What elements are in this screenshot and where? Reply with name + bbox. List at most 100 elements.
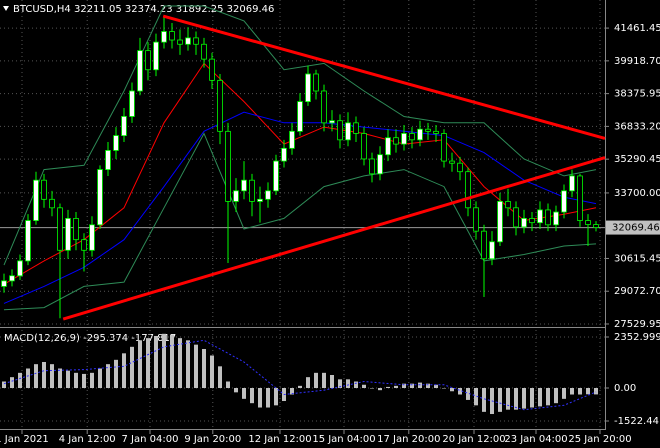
- y-tick-label: 0.00: [614, 383, 636, 394]
- y-tick-label: 38375.95: [614, 89, 660, 100]
- macd-bar: [458, 388, 462, 395]
- candle-body: [337, 120, 343, 141]
- macd-bar: [434, 384, 438, 389]
- candle-body: [345, 122, 351, 141]
- macd-bar: [90, 372, 94, 389]
- candle-body: [273, 160, 279, 192]
- candle-body: [401, 133, 407, 145]
- macd-bar: [146, 338, 150, 389]
- macd-bar: [218, 366, 222, 389]
- macd-bar: [18, 372, 22, 389]
- y-tick-label: 33700.00: [614, 188, 660, 199]
- macd-bar: [402, 383, 406, 389]
- macd-bar: [482, 388, 486, 412]
- candle-body: [201, 43, 207, 60]
- macd-bar: [50, 364, 54, 389]
- candle-body: [217, 79, 223, 132]
- macd-bar: [242, 388, 246, 399]
- candle-body: [17, 260, 23, 277]
- candle-body: [361, 133, 367, 160]
- macd-bar: [66, 370, 70, 389]
- candle-body: [561, 190, 567, 213]
- candle-body: [1, 280, 7, 287]
- macd-bar: [538, 388, 542, 407]
- candle-body: [433, 130, 439, 134]
- macd-bar: [122, 353, 126, 389]
- candle-body: [257, 198, 263, 202]
- macd-bar: [74, 372, 78, 389]
- candle-body: [553, 211, 559, 226]
- indicator-line: [3, 62, 597, 285]
- candle-body: [33, 179, 39, 221]
- macd-bar: [226, 381, 230, 389]
- candle-body: [49, 198, 55, 209]
- candle-body: [65, 218, 71, 251]
- macd-bar: [410, 383, 414, 389]
- macd-bar: [234, 388, 238, 393]
- macd-bar: [442, 388, 446, 389]
- chart-title: BTCUSD,H4 32211.05 32374.23 31892.25 320…: [13, 4, 274, 15]
- x-tick-label: 23 Jan 04:00: [504, 434, 567, 445]
- candle-body: [313, 73, 319, 92]
- macd-bar: [578, 388, 582, 395]
- x-tick-label: 1 Jan 2021: [0, 434, 49, 445]
- y-tick-label: 27529.95: [614, 319, 660, 330]
- candle-body: [57, 207, 63, 251]
- macd-bar: [426, 383, 430, 389]
- macd-bar: [314, 372, 318, 389]
- macd-bar: [162, 333, 166, 389]
- bid-label: 32069.46: [612, 223, 660, 234]
- candle-body: [393, 137, 399, 145]
- macd-bar: [306, 377, 310, 389]
- candle-body: [193, 37, 199, 45]
- macd-bar: [354, 381, 358, 389]
- candle-body: [593, 224, 599, 228]
- y-tick-label: 35290.45: [614, 154, 660, 165]
- candle-body: [473, 207, 479, 232]
- x-tick-label: 12 Jan 12:00: [248, 434, 311, 445]
- macd-bar: [378, 388, 382, 391]
- macd-bar: [194, 344, 198, 389]
- macd-bar: [466, 388, 470, 400]
- candle-body: [177, 39, 183, 45]
- candle-body: [513, 207, 519, 228]
- macd-bar: [114, 359, 118, 389]
- candle-body: [521, 218, 527, 228]
- macd-bar: [506, 388, 510, 410]
- candle-body: [145, 50, 151, 71]
- macd-bar: [338, 379, 342, 389]
- candle-body: [409, 133, 415, 141]
- candle-body: [385, 137, 391, 156]
- candle-body: [449, 160, 455, 164]
- candle-body: [529, 218, 535, 224]
- macd-bar: [346, 379, 350, 389]
- macd-bar: [266, 388, 270, 408]
- indicator-line: [3, 132, 597, 311]
- macd-bar: [498, 388, 502, 412]
- macd-bar: [202, 348, 206, 389]
- macd-bar: [386, 386, 390, 389]
- candle-body: [89, 224, 95, 251]
- candle-body: [577, 175, 583, 221]
- macd-bar: [42, 361, 46, 389]
- candle-body: [537, 209, 543, 224]
- candle-body: [81, 239, 87, 251]
- macd-bar: [362, 384, 366, 389]
- candle-body: [489, 241, 495, 260]
- macd-bar: [298, 385, 302, 389]
- macd-bar: [546, 388, 550, 406]
- y-tick-label: 29072.70: [614, 286, 660, 297]
- candle-body: [297, 101, 303, 132]
- macd-bar: [250, 388, 254, 404]
- candle-body: [241, 179, 247, 192]
- candle-body: [545, 209, 551, 226]
- macd-bar: [474, 388, 478, 406]
- candle-body: [441, 133, 447, 162]
- macd-bar: [130, 346, 134, 389]
- macd-bar: [154, 335, 158, 389]
- menu-triangle[interactable]: [3, 6, 9, 11]
- macd-bar: [450, 388, 454, 392]
